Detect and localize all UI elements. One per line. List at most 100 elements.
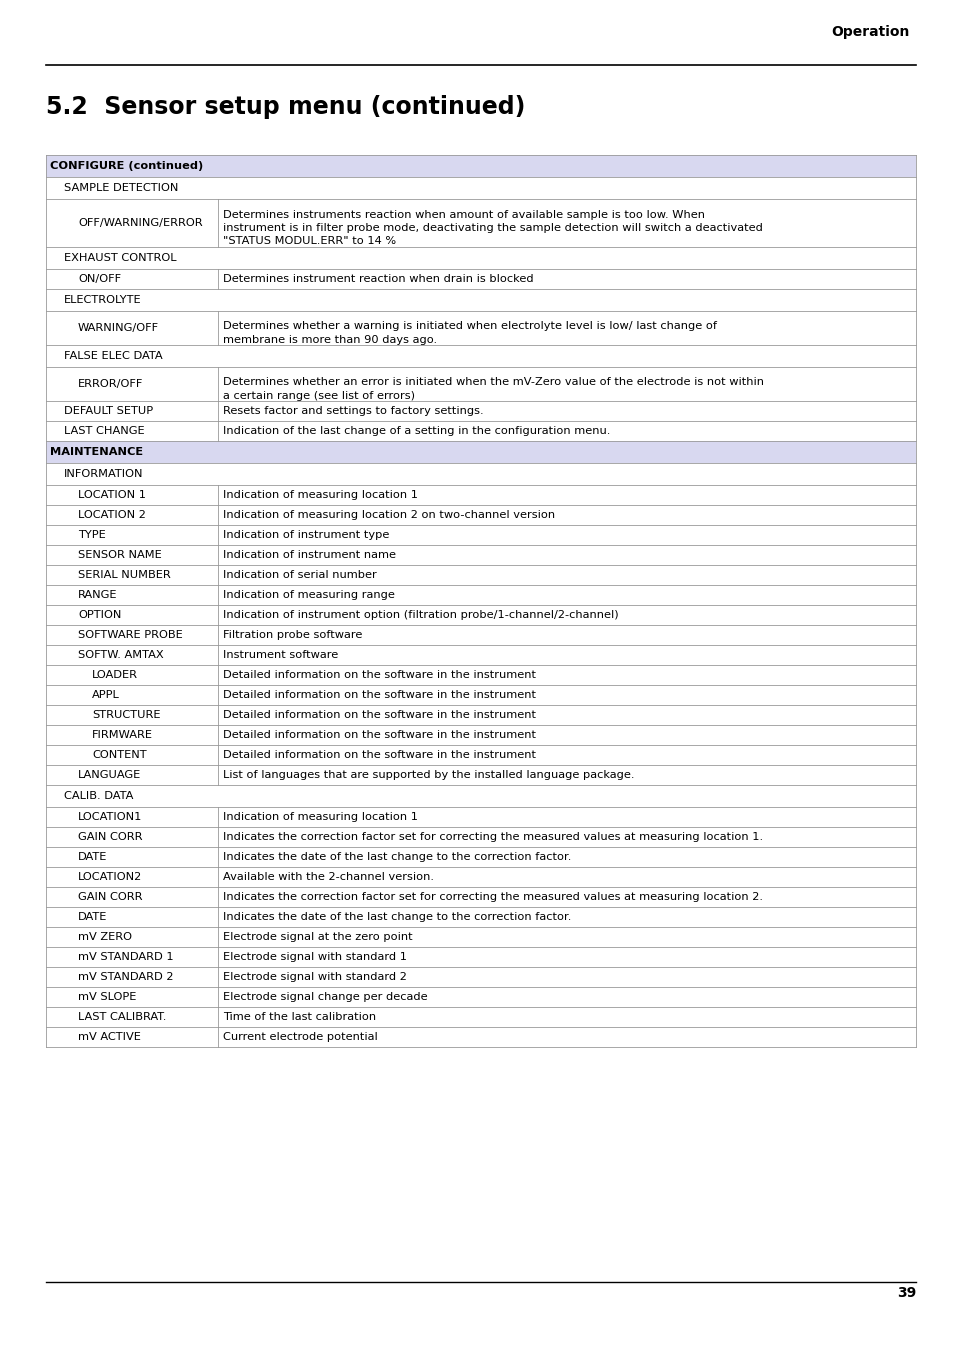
Bar [46, 421, 915, 441]
Text: LOCATION1: LOCATION1 [78, 811, 142, 822]
Bar [46, 784, 915, 807]
Text: GAIN CORR: GAIN CORR [78, 892, 142, 902]
Text: Resets factor and settings to factory settings.: Resets factor and settings to factory se… [223, 406, 483, 416]
Text: Indication of measuring range: Indication of measuring range [223, 590, 395, 599]
Text: APPL: APPL [91, 690, 120, 701]
Text: EXHAUST CONTROL: EXHAUST CONTROL [64, 252, 176, 263]
Text: Detailed information on the software in the instrument: Detailed information on the software in … [223, 710, 536, 720]
Bar [46, 401, 915, 421]
Text: instrument is in filter probe mode, deactivating the sample detection will switc: instrument is in filter probe mode, deac… [223, 223, 762, 234]
Bar [46, 867, 915, 887]
Text: LAST CHANGE: LAST CHANGE [64, 427, 145, 436]
Text: Indication of instrument option (filtration probe/1-channel/2-channel): Indication of instrument option (filtrat… [223, 610, 618, 620]
Bar [46, 745, 915, 765]
Text: mV STANDARD 2: mV STANDARD 2 [78, 972, 173, 981]
Text: LOCATION 2: LOCATION 2 [78, 510, 146, 520]
Text: mV STANDARD 1: mV STANDARD 1 [78, 952, 173, 963]
Text: STRUCTURE: STRUCTURE [91, 710, 160, 720]
Text: Electrode signal with standard 2: Electrode signal with standard 2 [223, 972, 406, 981]
Text: DEFAULT SETUP: DEFAULT SETUP [64, 406, 153, 416]
Text: DATE: DATE [78, 852, 108, 863]
Bar [46, 155, 915, 177]
Text: ELECTROLYTE: ELECTROLYTE [64, 296, 141, 305]
Bar [46, 247, 915, 269]
Text: DATE: DATE [78, 913, 108, 922]
Text: Determines instruments reaction when amount of available sample is too low. When: Determines instruments reaction when amo… [223, 209, 704, 220]
Text: Indication of measuring location 2 on two-channel version: Indication of measuring location 2 on tw… [223, 510, 555, 520]
Bar [46, 605, 915, 625]
Text: Indicates the date of the last change to the correction factor.: Indicates the date of the last change to… [223, 913, 571, 922]
Bar [46, 846, 915, 867]
Bar [46, 289, 915, 310]
Bar [46, 1027, 915, 1048]
Text: Indicates the correction factor set for correcting the measured values at measur: Indicates the correction factor set for … [223, 892, 762, 902]
Bar [46, 967, 915, 987]
Text: OPTION: OPTION [78, 610, 121, 620]
Text: SOFTWARE PROBE: SOFTWARE PROBE [78, 630, 183, 640]
Text: Indication of measuring location 1: Indication of measuring location 1 [223, 811, 417, 822]
Bar [46, 907, 915, 927]
Text: Current electrode potential: Current electrode potential [223, 1031, 377, 1042]
Text: Indication of the last change of a setting in the configuration menu.: Indication of the last change of a setti… [223, 427, 610, 436]
Text: GAIN CORR: GAIN CORR [78, 832, 142, 842]
Text: INFORMATION: INFORMATION [64, 468, 143, 479]
Text: LAST CALIBRAT.: LAST CALIBRAT. [78, 1012, 166, 1022]
Text: Detailed information on the software in the instrument: Detailed information on the software in … [223, 730, 536, 740]
Bar [46, 441, 915, 463]
Bar [46, 525, 915, 545]
Text: Indicates the date of the last change to the correction factor.: Indicates the date of the last change to… [223, 852, 571, 863]
Text: Indication of measuring location 1: Indication of measuring location 1 [223, 490, 417, 500]
Text: Instrument software: Instrument software [223, 649, 338, 660]
Text: FIRMWARE: FIRMWARE [91, 730, 152, 740]
Text: ERROR/OFF: ERROR/OFF [78, 379, 143, 389]
Bar [46, 987, 915, 1007]
Bar [46, 566, 915, 585]
Bar [46, 463, 915, 485]
Text: SENSOR NAME: SENSOR NAME [78, 549, 162, 560]
Bar [46, 828, 915, 846]
Text: MAINTENANCE: MAINTENANCE [50, 447, 143, 458]
Text: Indication of instrument type: Indication of instrument type [223, 531, 389, 540]
Bar [46, 946, 915, 967]
Text: a certain range (see list of errors): a certain range (see list of errors) [223, 390, 415, 401]
Text: CALIB. DATA: CALIB. DATA [64, 791, 133, 801]
Text: List of languages that are supported by the installed language package.: List of languages that are supported by … [223, 769, 634, 780]
Text: Detailed information on the software in the instrument: Detailed information on the software in … [223, 670, 536, 680]
Text: SERIAL NUMBER: SERIAL NUMBER [78, 570, 171, 580]
Bar [46, 367, 915, 401]
Bar [46, 310, 915, 346]
Text: TYPE: TYPE [78, 531, 106, 540]
Text: Indication of serial number: Indication of serial number [223, 570, 376, 580]
Text: OFF/WARNING/ERROR: OFF/WARNING/ERROR [78, 217, 202, 228]
Text: CONTENT: CONTENT [91, 751, 147, 760]
Bar [46, 269, 915, 289]
Bar [46, 705, 915, 725]
Bar [46, 585, 915, 605]
Bar [46, 198, 915, 247]
Text: ON/OFF: ON/OFF [78, 274, 121, 284]
Text: Detailed information on the software in the instrument: Detailed information on the software in … [223, 751, 536, 760]
Bar [46, 485, 915, 505]
Text: LOCATION2: LOCATION2 [78, 872, 142, 882]
Text: FALSE ELEC DATA: FALSE ELEC DATA [64, 351, 162, 360]
Text: Operation: Operation [831, 26, 909, 39]
Text: Detailed information on the software in the instrument: Detailed information on the software in … [223, 690, 536, 701]
Bar [46, 887, 915, 907]
Text: Time of the last calibration: Time of the last calibration [223, 1012, 375, 1022]
Bar [46, 666, 915, 684]
Text: mV ACTIVE: mV ACTIVE [78, 1031, 141, 1042]
Text: mV SLOPE: mV SLOPE [78, 992, 136, 1002]
Text: Electrode signal at the zero point: Electrode signal at the zero point [223, 931, 413, 942]
Text: CONFIGURE (continued): CONFIGURE (continued) [50, 161, 203, 171]
Text: RANGE: RANGE [78, 590, 117, 599]
Text: LANGUAGE: LANGUAGE [78, 769, 141, 780]
Bar [46, 927, 915, 946]
Bar [46, 346, 915, 367]
Text: mV ZERO: mV ZERO [78, 931, 132, 942]
Text: 39: 39 [896, 1287, 915, 1300]
Bar [46, 645, 915, 666]
Text: Electrode signal change per decade: Electrode signal change per decade [223, 992, 427, 1002]
Text: Indication of instrument name: Indication of instrument name [223, 549, 395, 560]
Bar [46, 177, 915, 198]
Text: LOCATION 1: LOCATION 1 [78, 490, 146, 500]
